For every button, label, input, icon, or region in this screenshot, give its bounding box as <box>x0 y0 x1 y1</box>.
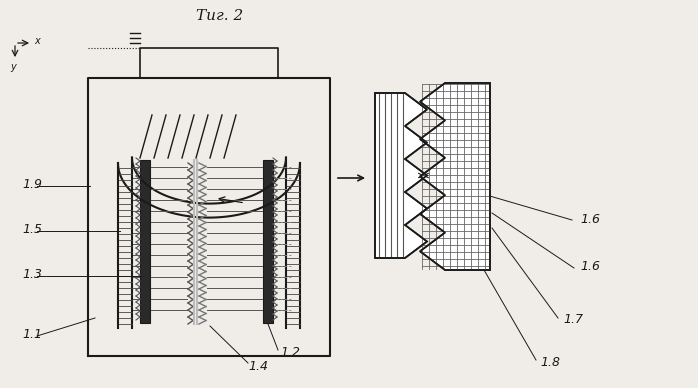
Bar <box>263 160 273 323</box>
Bar <box>140 160 150 323</box>
Text: 1.1: 1.1 <box>22 328 42 341</box>
Text: 1.5: 1.5 <box>22 223 42 236</box>
Text: 1.6: 1.6 <box>580 213 600 226</box>
Polygon shape <box>420 83 490 270</box>
Text: 1.3: 1.3 <box>22 268 42 281</box>
Polygon shape <box>375 93 427 258</box>
Text: 1.7: 1.7 <box>563 313 583 326</box>
Text: 1.8: 1.8 <box>540 356 560 369</box>
Text: 1.4: 1.4 <box>248 360 268 373</box>
Text: y: y <box>10 62 16 72</box>
Text: Τиг. 2: Τиг. 2 <box>196 9 244 23</box>
Text: 1.2: 1.2 <box>280 346 300 359</box>
Text: 1.6: 1.6 <box>580 260 600 273</box>
Text: 1.9: 1.9 <box>22 178 42 191</box>
Text: x: x <box>34 36 40 46</box>
